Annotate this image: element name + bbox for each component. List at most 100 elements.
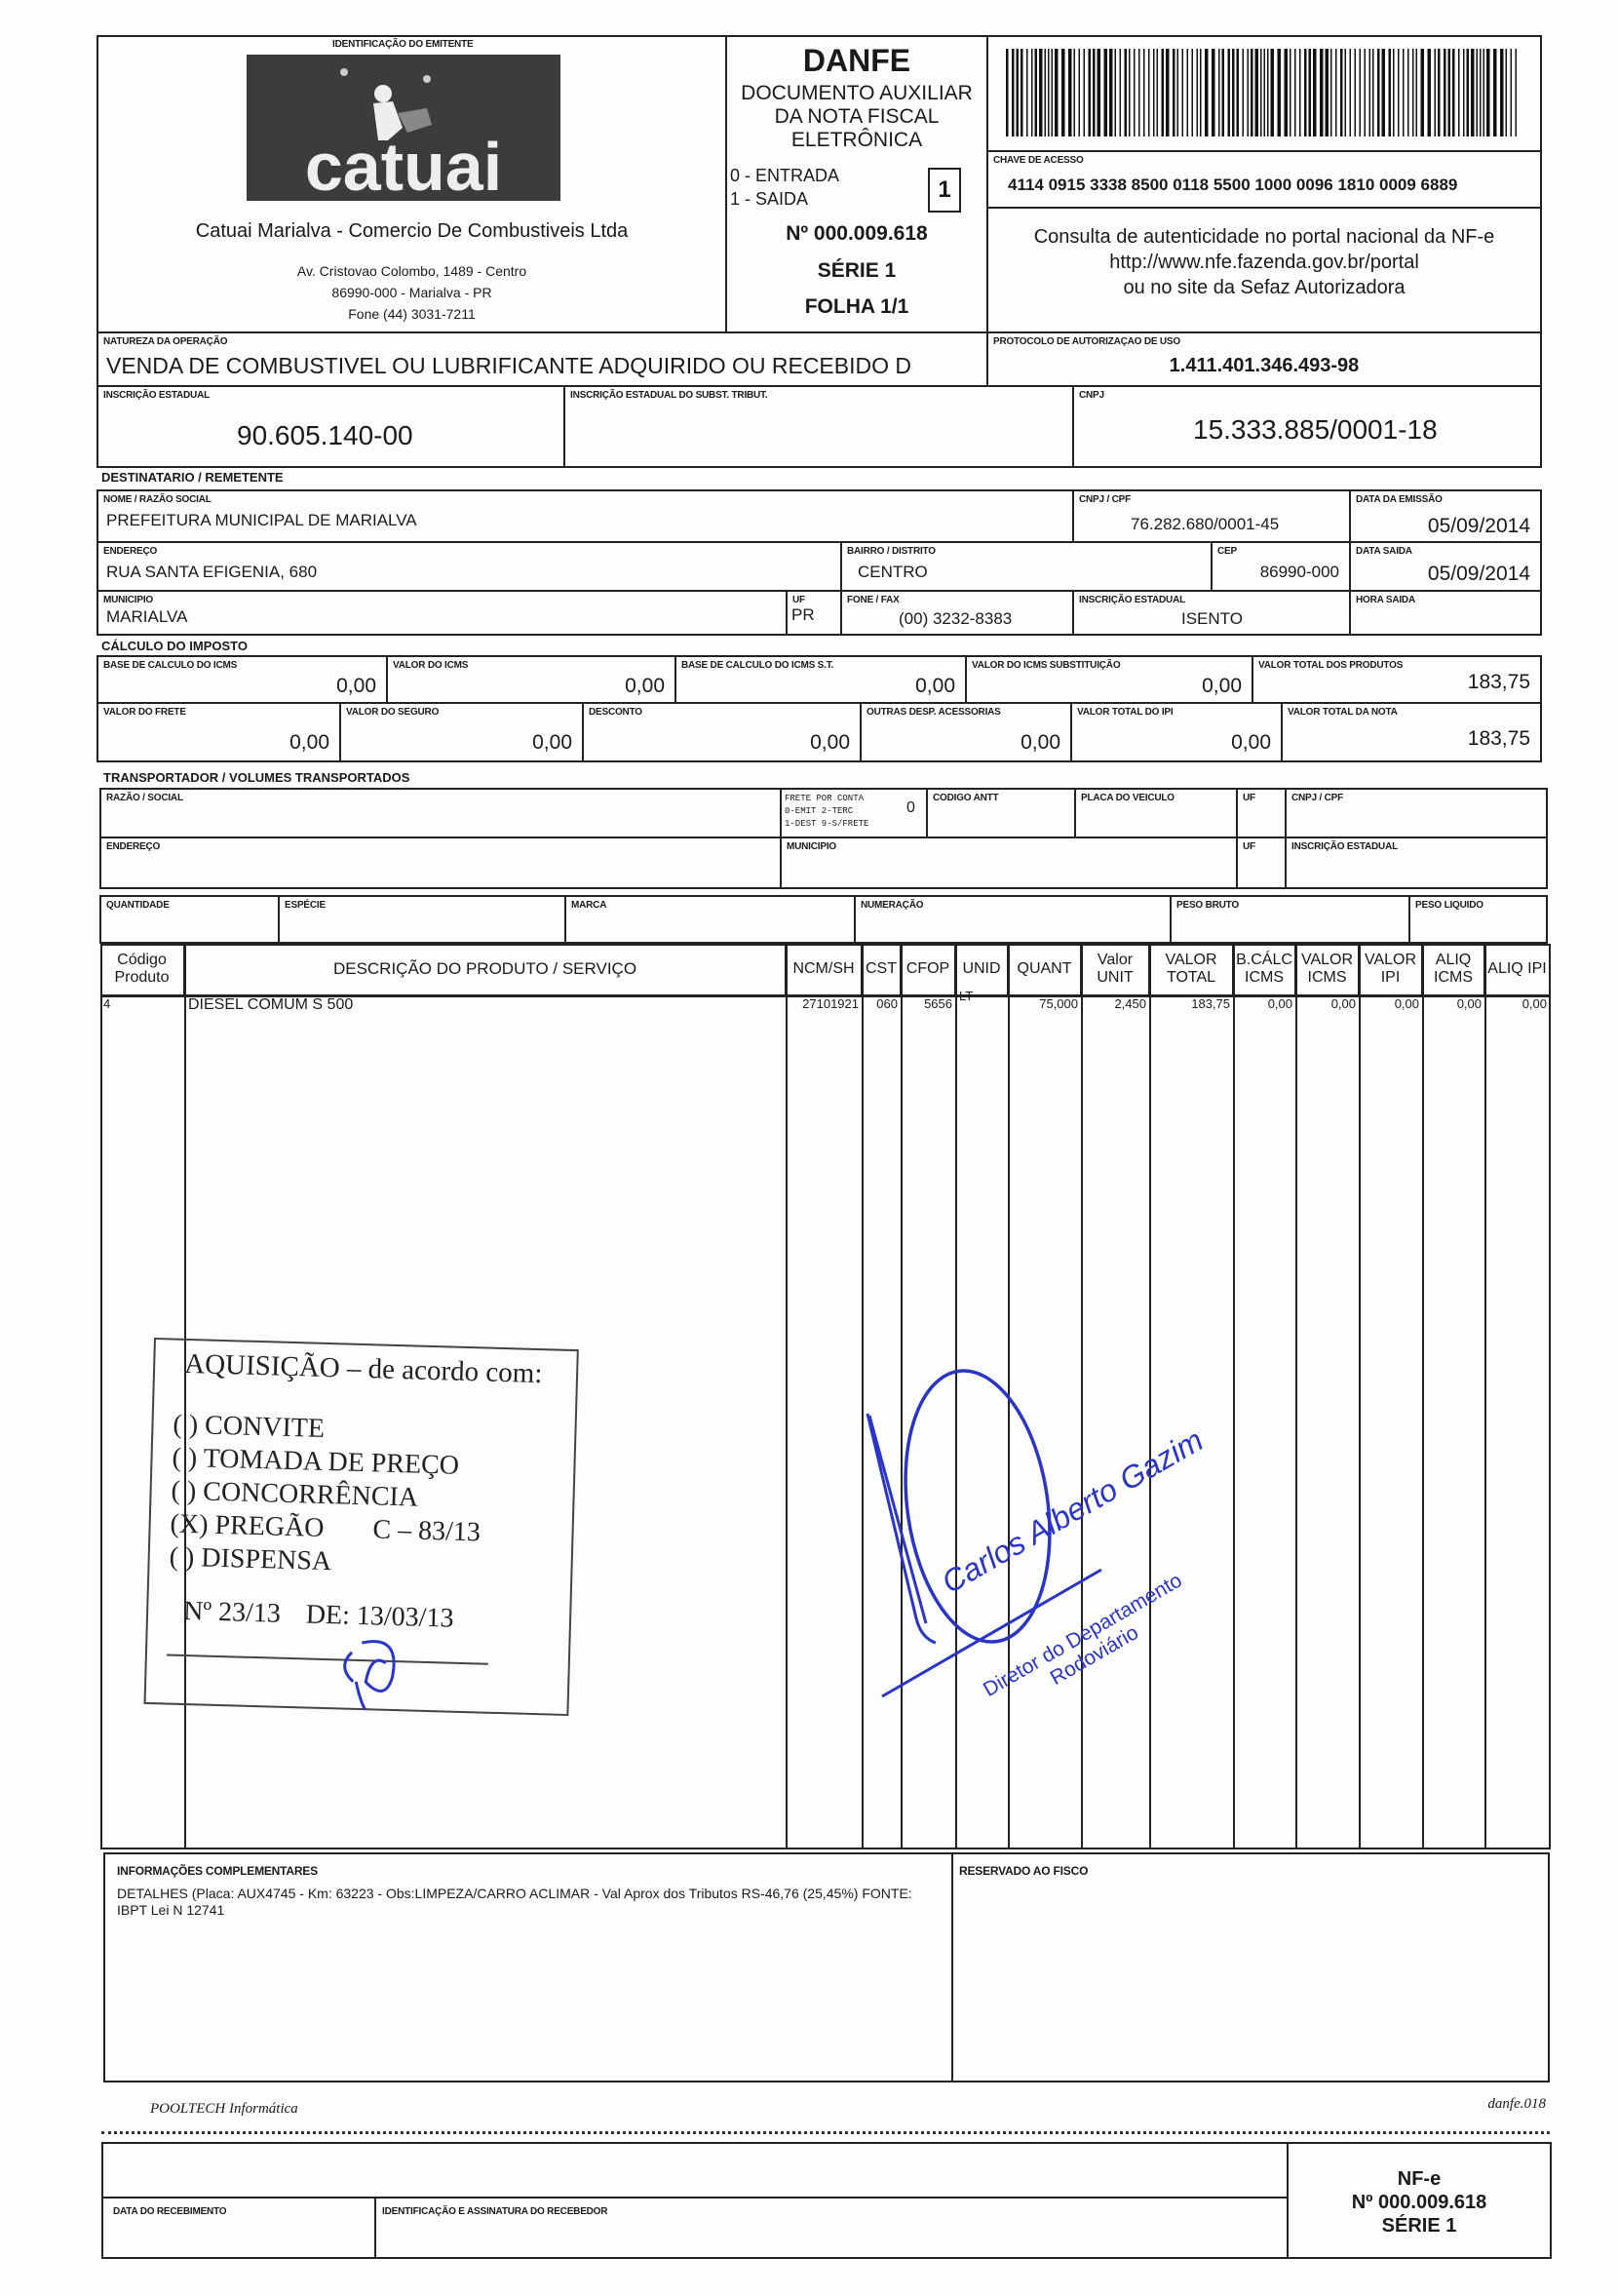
barcode-bar bbox=[1403, 49, 1405, 136]
consulta-url[interactable]: http://www.nfe.fazenda.gov.br/portal bbox=[1109, 252, 1419, 273]
barcode-bar bbox=[1340, 49, 1343, 136]
barcode-bar bbox=[1186, 49, 1188, 136]
product-cell: 0,00 bbox=[1394, 996, 1419, 1011]
frete-line-1: FRETE POR CONTA bbox=[785, 794, 865, 803]
barcode-bar bbox=[1277, 49, 1281, 136]
frete-label: VALOR DO FRETE bbox=[103, 707, 186, 718]
outras-desp-box: OUTRAS DESP. ACESSORIAS 0,00 bbox=[860, 702, 1072, 762]
dest-cep-box: CEP 86990-000 bbox=[1211, 541, 1351, 592]
vol-peso-bruto-label: PESO BRUTO bbox=[1176, 900, 1239, 911]
company-logo: catuai bbox=[247, 55, 560, 201]
barcode-bar bbox=[1393, 49, 1395, 136]
imposto-heading: CÁLCULO DO IMPOSTO bbox=[101, 639, 248, 653]
barcode-bar bbox=[1026, 49, 1028, 136]
barcode-bar bbox=[1247, 49, 1249, 136]
dest-fone-label: FONE / FAX bbox=[847, 595, 900, 605]
dest-nome: PREFEITURA MUNICIPAL DE MARIALVA bbox=[106, 511, 417, 529]
icms-subst-label: VALOR DO ICMS SUBSTITUIÇÃO bbox=[972, 660, 1121, 671]
frete-value: 0 bbox=[906, 799, 915, 816]
barcode-bar bbox=[1006, 49, 1009, 136]
barcode-bar bbox=[1232, 49, 1235, 136]
dest-bairro: CENTRO bbox=[858, 563, 928, 581]
transp-cnpj-label: CNPJ / CPF bbox=[1291, 793, 1344, 803]
barcode-bar bbox=[1138, 49, 1140, 136]
dest-fone: (00) 3232-8383 bbox=[899, 609, 1013, 628]
danfe-folha: FOLHA 1/1 bbox=[804, 295, 909, 318]
transp-antt-box: CODIGO ANTT bbox=[926, 788, 1076, 838]
dest-endereco: RUA SANTA EFIGENIA, 680 bbox=[106, 563, 318, 581]
dest-cep: 86990-000 bbox=[1259, 563, 1339, 581]
chave-label: CHAVE DE ACESSO bbox=[993, 155, 1084, 166]
transp-razao-box: RAZÃO / SOCIAL bbox=[99, 788, 782, 838]
dest-municipio: MARIALVA bbox=[106, 607, 188, 626]
barcode-bar bbox=[1044, 49, 1046, 136]
transp-municipio-label: MUNICIPIO bbox=[787, 841, 836, 852]
info-label: INFORMAÇÕES COMPLEMENTARES bbox=[117, 1864, 318, 1878]
vol-peso-bruto-box: PESO BRUTO bbox=[1170, 895, 1410, 944]
barcode-bar bbox=[1466, 49, 1469, 136]
product-cell: 060 bbox=[876, 996, 898, 1011]
produtos-header-cell: VALOR TOTAL bbox=[1150, 944, 1234, 994]
saida-label: 1 - SAIDA bbox=[730, 189, 809, 209]
barcode-bar bbox=[1364, 49, 1366, 136]
chave-box: CHAVE DE ACESSO 4114 0915 3338 8500 0118… bbox=[986, 150, 1542, 209]
dest-bairro-label: BAIRRO / DISTRITO bbox=[847, 546, 936, 557]
reservado-fisco-box: RESERVADO AO FISCO bbox=[951, 1852, 1550, 2082]
produtos-header-cell: NCM/SH bbox=[787, 944, 863, 994]
vol-quantidade-box: QUANTIDADE bbox=[99, 895, 280, 944]
barcode-bar bbox=[1012, 49, 1015, 136]
barcode-bar bbox=[1034, 49, 1037, 136]
stamp-title: AQUISIÇÃO – de acordo com: bbox=[183, 1347, 543, 1390]
data-recebimento-label: DATA DO RECEBIMENTO bbox=[113, 2206, 227, 2217]
canhoto-serie: SÉRIE 1 bbox=[1381, 2215, 1457, 2237]
frete-line-2: 0-EMIT 2-TERC bbox=[785, 806, 854, 816]
barcode-bar bbox=[1083, 49, 1085, 136]
dest-uf-box: UF PR bbox=[786, 590, 842, 636]
produtos-header-cell: Código Produto bbox=[100, 944, 185, 994]
barcode-bar bbox=[1354, 49, 1356, 136]
barcode-bar bbox=[1480, 49, 1482, 136]
barcode-bar bbox=[1325, 49, 1329, 136]
barcode-bar bbox=[1381, 49, 1385, 136]
valor-icms-label: VALOR DO ICMS bbox=[393, 660, 469, 671]
dest-ie: ISENTO bbox=[1181, 609, 1243, 628]
dest-emissao: 05/09/2014 bbox=[1427, 515, 1530, 537]
barcode-bar bbox=[1048, 49, 1050, 136]
info-complementares-box: INFORMAÇÕES COMPLEMENTARES DETALHES (Pla… bbox=[103, 1852, 953, 2082]
barcode-bar bbox=[1359, 49, 1361, 136]
base-icms-value: 0,00 bbox=[336, 675, 376, 697]
emitente-address-2: 86990-000 - Marialva - PR bbox=[331, 285, 492, 300]
transp-municipio-box: MUNICIPIO bbox=[780, 837, 1238, 889]
barcode-bar bbox=[1483, 49, 1484, 136]
danfe-subtitle-2: DA NOTA FISCAL bbox=[774, 105, 940, 128]
column-divider bbox=[862, 946, 864, 1848]
inscricao-subst-box: INSCRIÇÃO ESTADUAL DO SUBST. TRIBUT. bbox=[563, 385, 1074, 468]
column-divider bbox=[1233, 946, 1235, 1848]
assinatura-recebedor-box[interactable]: IDENTIFICAÇÃO E ASSINATURA DO RECEBEDOR bbox=[374, 2197, 1289, 2259]
cnpj-label: CNPJ bbox=[1079, 390, 1104, 401]
vol-numeracao-label: NUMERAÇÃO bbox=[861, 900, 924, 911]
inscricao-subst-label: INSCRIÇÃO ESTADUAL DO SUBST. TRIBUT. bbox=[570, 390, 768, 401]
product-cell: 4 bbox=[103, 996, 111, 1011]
barcode-bar bbox=[1294, 49, 1296, 136]
handwritten-signature-icon bbox=[866, 1369, 1102, 1698]
stamp-option-pregao: (X) PREGÃO bbox=[170, 1508, 325, 1543]
barcode-bar bbox=[1073, 49, 1075, 136]
barcode-bar bbox=[1143, 49, 1145, 136]
barcode-bar bbox=[1471, 49, 1475, 136]
barcode-bar bbox=[1205, 49, 1209, 136]
total-produtos-label: VALOR TOTAL DOS PRODUTOS bbox=[1258, 660, 1404, 671]
stamp-pregao-ref: C – 83/13 bbox=[372, 1514, 482, 1548]
dest-endereco-box: ENDEREÇO RUA SANTA EFIGENIA, 680 bbox=[96, 541, 842, 592]
barcode-bar bbox=[1515, 49, 1517, 136]
destinatario-heading: DESTINATARIO / REMETENTE bbox=[101, 470, 284, 485]
frete-value: 0,00 bbox=[289, 731, 329, 754]
barcode-bar bbox=[1156, 49, 1158, 136]
cnpj-value: 15.333.885/0001-18 bbox=[1193, 414, 1438, 445]
dest-cnpj-box: CNPJ / CPF 76.282.680/0001-45 bbox=[1072, 489, 1351, 543]
barcode-bar bbox=[1458, 49, 1460, 136]
barcode-bar bbox=[1299, 49, 1301, 136]
consulta-line-3: ou no site da Sefaz Autorizadora bbox=[1123, 277, 1406, 298]
vol-numeracao-box: NUMERAÇÃO bbox=[854, 895, 1172, 944]
